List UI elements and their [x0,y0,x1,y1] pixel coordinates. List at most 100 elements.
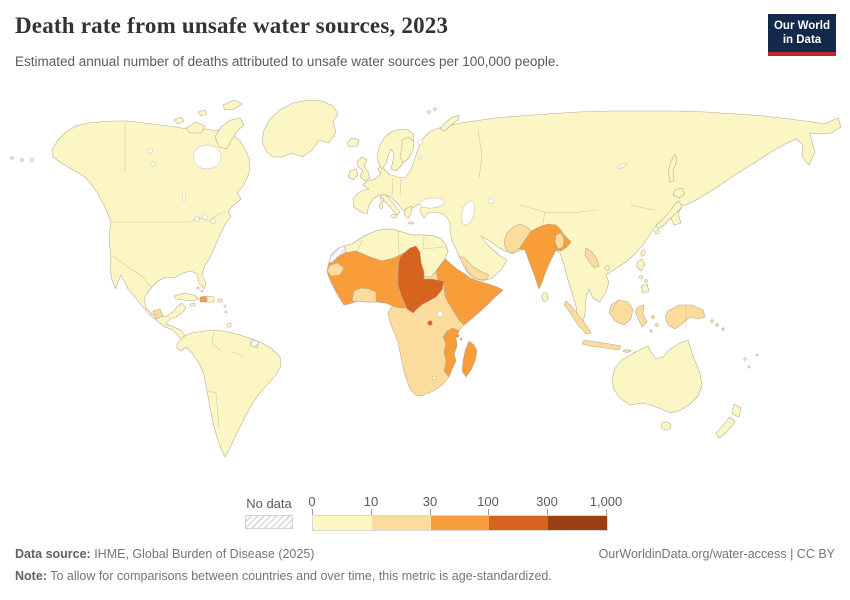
map-region-crete[interactable] [408,221,414,225]
map-region-western-sahara[interactable] [328,245,347,264]
map-region-trinidad[interactable] [226,322,232,328]
map-region-aleutians[interactable] [10,156,14,160]
map-region-philippines[interactable] [639,275,643,279]
legend-no-data-swatch[interactable] [245,515,293,529]
map-region-madagascar[interactable] [461,340,478,378]
map-region-yemen[interactable] [458,255,490,281]
map-region-cote-divoire-ghana[interactable] [351,287,377,303]
legend-segment-10-30[interactable] [371,516,431,530]
map-region-finland[interactable] [399,136,415,164]
map-region-tasmania[interactable] [660,421,672,431]
map-region-japan-kyushu[interactable] [654,229,660,235]
map-region-solomon-islands[interactable] [715,323,719,327]
lake-hudson-bay [192,144,222,170]
map-region-pakistan[interactable] [503,223,532,254]
map-region-pacific-islands[interactable] [743,357,747,361]
map-region-hainan[interactable] [604,265,610,271]
legend-color-scale [312,515,608,531]
map-region-japan-honshu[interactable] [655,200,683,230]
map-region-solomon-islands[interactable] [721,327,725,331]
map-region-new-zealand[interactable] [731,403,742,418]
map-region-lesser-sunda[interactable] [622,349,632,353]
map-region-moluccas[interactable] [655,323,659,327]
map-region-new-zealand[interactable] [715,416,736,439]
map-region-victoria-island[interactable] [185,121,206,134]
map-region-novaya-zemlya[interactable] [439,114,460,132]
footer-data-source: Data source: IHME, Global Burden of Dise… [15,547,314,561]
map-region-pacific-islands[interactable] [755,353,759,357]
map-region-ireland[interactable] [347,168,359,181]
map-region-arctic-island-a[interactable] [173,116,185,125]
map-region-sicily[interactable] [390,213,398,219]
map-region-australia[interactable] [611,339,703,414]
map-region-arctic-island-b[interactable] [197,109,208,117]
map-region-iceland[interactable] [346,137,360,148]
map-region-japan-hokkaido[interactable] [672,187,686,199]
map-region-comoros[interactable] [456,334,460,338]
map-region-moluccas[interactable] [651,315,655,319]
footer-license: CC BY [796,547,835,561]
map-region-aleutians[interactable] [20,158,24,162]
map-region-lesser-antilles[interactable] [223,304,227,308]
page-title: Death rate from unsafe water sources, 20… [15,13,449,38]
map-region-sri-lanka[interactable] [541,292,549,302]
map-region-sulawesi[interactable] [634,304,648,328]
owid-logo-line2: in Data [782,34,822,47]
map-region-comoros[interactable] [459,337,463,341]
map-region-jamaica[interactable] [189,302,196,307]
legend-segment-30-100[interactable] [430,516,490,530]
map-region-java[interactable] [581,339,622,351]
map-region-svalbard[interactable] [427,110,431,114]
lake-victoria [436,310,444,318]
lake-great-lakes [210,218,216,224]
map-region-west-africa[interactable] [326,250,407,309]
map-region-aleutians[interactable] [30,158,34,162]
map-region-chad-car-south-sudan[interactable] [397,245,445,314]
map-region-philippines[interactable] [644,279,648,283]
map-region-south-america[interactable] [176,329,282,458]
map-region-bangladesh[interactable] [554,232,565,250]
map-region-cuba[interactable] [173,292,200,302]
map-region-sakhalin[interactable] [667,153,678,183]
map-region-bahamas[interactable] [196,286,200,290]
map-region-philippines[interactable] [640,283,650,294]
map-region-taiwan[interactable] [640,249,646,257]
map-region-united-kingdom[interactable] [356,156,371,182]
world-map [0,86,850,478]
legend-segment-300-1000[interactable] [548,516,607,530]
map-region-mozambique-malawi[interactable] [442,327,460,378]
map-region-senegal[interactable] [326,262,345,277]
map-region-borneo[interactable] [608,299,634,326]
legend-segment-100-300[interactable] [489,516,549,530]
map-region-dominican-republic[interactable] [206,295,215,303]
map-region-burundi[interactable] [427,320,433,326]
map-region-corsica[interactable] [380,197,384,203]
map-region-laos[interactable] [584,247,600,269]
map-region-sumatra[interactable] [563,300,592,335]
map-region-sardinia[interactable] [378,202,384,210]
map-region-haiti[interactable] [199,295,208,303]
map-region-philippines[interactable] [636,258,646,272]
lake-winnipeg [181,194,187,202]
map-region-french-guiana[interactable] [249,338,260,349]
map-region-ellesmere-island[interactable] [222,99,243,111]
map-region-puerto-rico[interactable] [217,298,223,303]
owid-logo[interactable]: Our World in Data [768,14,836,56]
map-region-pacific-islands[interactable] [747,365,751,369]
map-region-greece[interactable] [403,205,413,220]
map-region-guatemala[interactable] [152,308,164,320]
legend-tick [606,509,607,515]
map-region-horn-of-africa[interactable] [435,258,504,326]
map-region-bahamas[interactable] [200,289,204,293]
map-region-greenland[interactable] [261,99,339,158]
footer-url-link[interactable]: OurWorldinData.org/water-access [598,547,787,561]
map-region-baffin-island[interactable] [214,117,245,150]
legend-segment-0-10[interactable] [313,516,372,530]
map-region-new-guinea[interactable] [664,304,706,330]
country-borders [111,123,687,428]
map-region-solomon-islands[interactable] [710,319,714,323]
map-region-lesotho[interactable] [431,375,437,381]
map-region-moluccas[interactable] [649,329,653,333]
map-region-svalbard[interactable] [433,107,437,111]
map-region-lesser-antilles[interactable] [224,310,228,314]
